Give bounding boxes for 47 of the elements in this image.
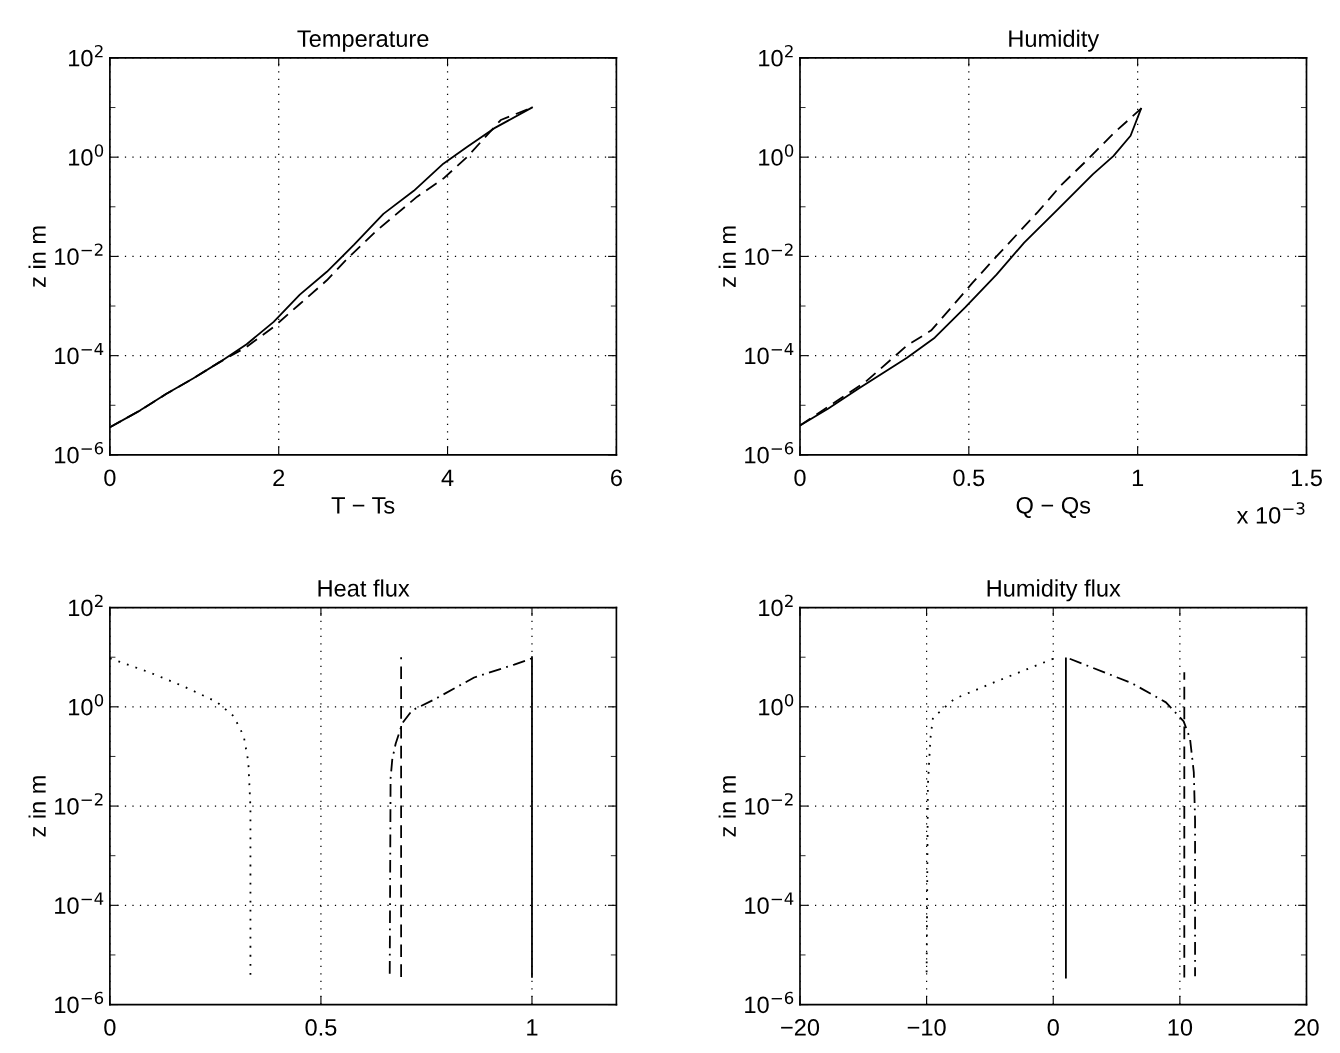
x-tick-label: −10	[907, 1019, 946, 1036]
y-tick-label: 10$^{0}$	[69, 693, 104, 716]
x-tick-label: 6	[611, 469, 622, 487]
y-tick-label: 10$^{−6}$	[55, 441, 104, 464]
y-tick-label: 10$^{0}$	[759, 144, 794, 166]
x-tick-label: 4	[441, 469, 454, 486]
x-axis-title: Q − Qs	[1016, 496, 1091, 518]
y-tick-label: 10$^{2}$	[759, 44, 793, 67]
chart-title: Temperature	[297, 30, 429, 52]
y-axis-title: z in m	[718, 226, 736, 287]
x-axis-title: T − Ts	[331, 497, 395, 514]
y-tick-label: 10$^{−4}$	[55, 892, 104, 914]
x-tick-label: 20	[1294, 1019, 1319, 1036]
y-tick-label: 10$^{2}$	[759, 594, 793, 617]
x-tick-label: 0.5	[953, 469, 985, 487]
chart-title: Heat flux	[318, 579, 410, 597]
x-tick-label: 2	[273, 469, 285, 486]
y-axis-title: z in m	[718, 776, 736, 837]
x-tick-label: 1	[527, 1019, 538, 1036]
x-tick-label: 0	[1047, 1019, 1059, 1036]
y-tick-label: 10$^{−2}$	[745, 243, 793, 266]
y-tick-label: 10$^{0}$	[69, 144, 104, 166]
y-axis-title: z in m	[28, 226, 46, 287]
y-tick-label: 10$^{−6}$	[55, 991, 104, 1014]
y-axis-title: z in m	[28, 776, 46, 837]
y-tick-label: 10$^{−6}$	[745, 991, 794, 1014]
y-tick-label: 10$^{−4}$	[745, 342, 794, 365]
y-tick-label: 10$^{−6}$	[745, 441, 794, 464]
y-tick-label: 10$^{−4}$	[745, 892, 794, 914]
x-tick-label: −20	[781, 1019, 820, 1036]
y-tick-label: 10$^{−2}$	[55, 793, 103, 815]
y-tick-label: 10$^{−2}$	[745, 793, 793, 815]
y-tick-label: 10$^{−2}$	[55, 243, 103, 266]
x-tick-label: 1	[1132, 469, 1144, 486]
chart-title: Humidity flux	[987, 579, 1121, 602]
x-tick-label: 0.5	[305, 1019, 337, 1036]
chart-title: Humidity	[1009, 29, 1100, 52]
x-tick-label: 0	[104, 1019, 116, 1036]
x-tick-label: 10	[1168, 1019, 1193, 1036]
y-tick-label: 10$^{0}$	[759, 693, 794, 716]
y-tick-label: 10$^{2}$	[69, 44, 103, 67]
text: x 10$^{−3}$	[1236, 502, 1305, 524]
x-tick-label: 1.5	[1291, 469, 1322, 487]
x-tick-label: 0	[794, 469, 806, 487]
x-tick-label: 0	[104, 469, 116, 487]
y-tick-label: 10$^{−4}$	[55, 342, 104, 365]
y-tick-label: 10$^{2}$	[69, 594, 103, 617]
